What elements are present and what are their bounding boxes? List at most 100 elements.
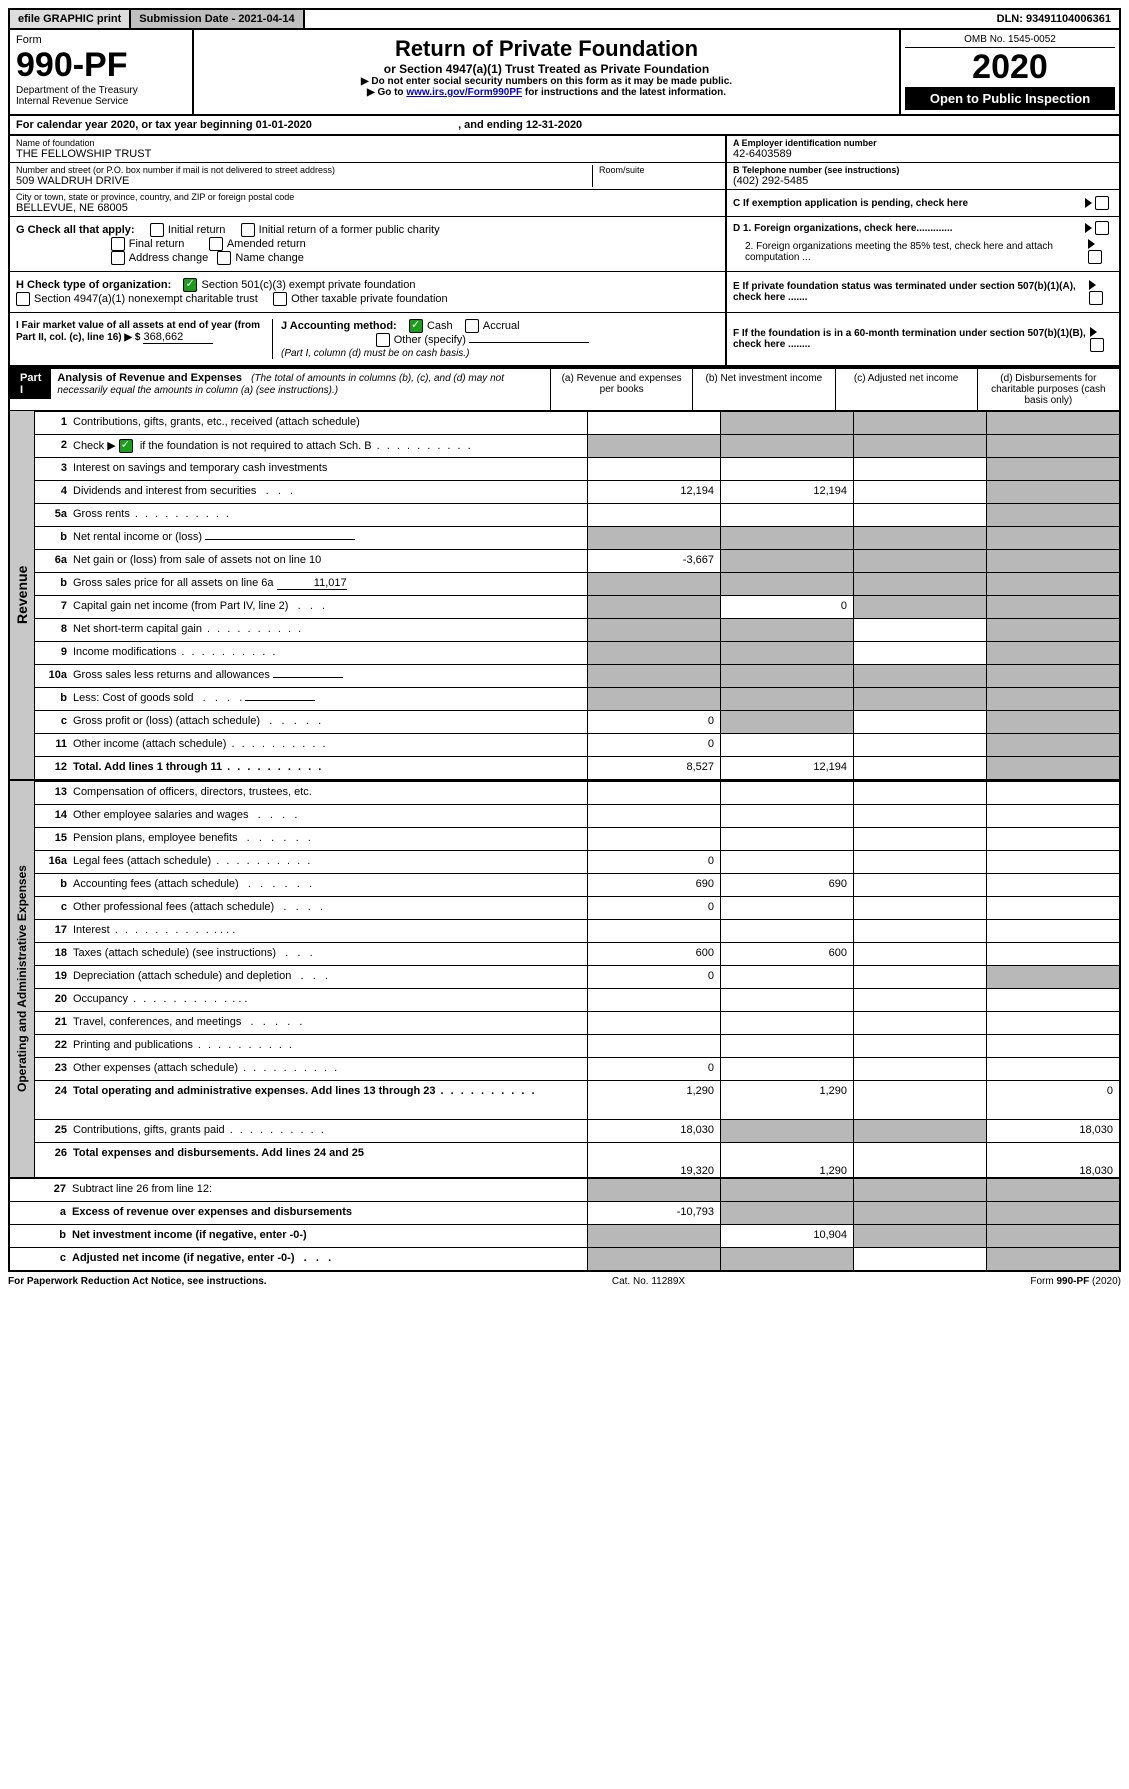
line-num: 1 [35, 412, 73, 434]
table-row: 9Income modifications [35, 641, 1119, 664]
line-desc: Net short-term capital gain [73, 619, 587, 641]
line-desc: Accounting fees (attach schedule) . . . … [73, 874, 587, 896]
g-address-cb[interactable] [111, 251, 125, 265]
line-num: 17 [35, 920, 73, 942]
line-desc: Contributions, gifts, grants paid [73, 1120, 587, 1142]
g-initial-former-cb[interactable] [241, 223, 255, 237]
table-row: bGross sales price for all assets on lin… [35, 572, 1119, 595]
j-cash-cb[interactable] [409, 319, 423, 333]
goto-post: for instructions and the latest informat… [525, 87, 726, 98]
line-num: 24 [35, 1081, 73, 1119]
header-left: Form 990-PF Department of the Treasury I… [10, 30, 194, 114]
table-row: 21Travel, conferences, and meetings . . … [35, 1011, 1119, 1034]
cal-end: 12-31-2020 [526, 119, 582, 131]
line-desc: Other professional fees (attach schedule… [73, 897, 587, 919]
goto-line: ▶ Go to www.irs.gov/Form990PF for instru… [200, 87, 893, 98]
h-4947-cb[interactable] [16, 292, 30, 306]
addr-tel-row: Number and street (or P.O. box number if… [8, 163, 1121, 190]
line-num: 18 [35, 943, 73, 965]
line-desc: Net gain or (loss) from sale of assets n… [73, 550, 587, 572]
table-row: 25Contributions, gifts, grants paid18,03… [35, 1119, 1119, 1142]
table-row: 8Net short-term capital gain [35, 618, 1119, 641]
schb-checkbox[interactable] [119, 439, 133, 453]
line-num: 2 [35, 435, 73, 457]
cell-value: 11,017 [277, 577, 347, 590]
table-row: 2Check ▶ if the foundation is not requir… [35, 434, 1119, 457]
cell-value: 690 [587, 874, 720, 896]
line-num: 12 [35, 757, 73, 779]
cell-value: 600 [720, 943, 853, 965]
j-other-cb[interactable] [376, 333, 390, 347]
table-row: 1Contributions, gifts, grants, etc., rec… [35, 411, 1119, 434]
ein-value: 42-6403589 [733, 148, 1113, 160]
line-num: 5a [35, 504, 73, 526]
h-o2: Section 4947(a)(1) nonexempt charitable … [34, 293, 258, 305]
cell-value: 1,290 [720, 1081, 853, 1119]
irs-link[interactable]: www.irs.gov/Form990PF [406, 87, 522, 98]
table-row: 18Taxes (attach schedule) (see instructi… [35, 942, 1119, 965]
tax-year: 2020 [905, 48, 1115, 87]
g-d-row: G Check all that apply: Initial return I… [8, 217, 1121, 272]
g-o2: Initial return of a former public charit… [259, 224, 440, 236]
h-501c3-cb[interactable] [183, 278, 197, 292]
table-row: 22Printing and publications [35, 1034, 1119, 1057]
d1-checkbox[interactable] [1095, 221, 1109, 235]
table-row: 5aGross rents [35, 503, 1119, 526]
cell-value: 690 [720, 874, 853, 896]
line-desc: Net investment income (if negative, ente… [72, 1225, 587, 1247]
line-desc: Compensation of officers, directors, tru… [73, 782, 587, 804]
j-accrual: Accrual [483, 320, 520, 332]
line-num: 26 [35, 1143, 73, 1177]
line-desc: Gross sales less returns and allowances [73, 665, 587, 687]
line-num: c [35, 711, 73, 733]
g-final-cb[interactable] [111, 237, 125, 251]
f-section: F If the foundation is in a 60-month ter… [725, 313, 1119, 365]
line-desc: Gross sales price for all assets on line… [73, 573, 587, 595]
j-accrual-cb[interactable] [465, 319, 479, 333]
line-num: 20 [35, 989, 73, 1011]
efile-button[interactable]: efile GRAPHIC print [10, 10, 131, 28]
d2-checkbox[interactable] [1088, 250, 1102, 264]
line-desc: Other employee salaries and wages . . . … [73, 805, 587, 827]
f-checkbox[interactable] [1090, 338, 1104, 352]
line-desc: Occupancy . . . [73, 989, 587, 1011]
col-d-hdr: (d) Disbursements for charitable purpose… [977, 369, 1119, 410]
form-title: Return of Private Foundation [200, 36, 893, 62]
e-checkbox[interactable] [1089, 291, 1103, 305]
cell-value: 0 [587, 1058, 720, 1080]
h-o3: Other taxable private foundation [291, 293, 448, 305]
line-num: 15 [35, 828, 73, 850]
top-bar: efile GRAPHIC print Submission Date - 20… [8, 8, 1121, 30]
cell-value: -10,793 [587, 1202, 720, 1224]
g-o3: Final return [129, 238, 185, 250]
c-checkbox[interactable] [1095, 196, 1109, 210]
line-num: 9 [35, 642, 73, 664]
line-num: 11 [35, 734, 73, 756]
line-desc: Check ▶ if the foundation is not require… [73, 435, 587, 457]
table-row: 6aNet gain or (loss) from sale of assets… [35, 549, 1119, 572]
table-row: cAdjusted net income (if negative, enter… [10, 1247, 1119, 1270]
g-section: G Check all that apply: Initial return I… [10, 217, 725, 271]
g-initial-cb[interactable] [150, 223, 164, 237]
h-other-cb[interactable] [273, 292, 287, 306]
d1-label: D 1. Foreign organizations, check here..… [733, 223, 953, 234]
line-desc: Printing and publications [73, 1035, 587, 1057]
omb-number: OMB No. 1545-0052 [905, 34, 1115, 48]
line-num: 25 [35, 1120, 73, 1142]
table-row: 11Other income (attach schedule)0 [35, 733, 1119, 756]
room-label: Room/suite [599, 165, 719, 175]
table-row: 4Dividends and interest from securities … [35, 480, 1119, 503]
g-name-cb[interactable] [217, 251, 231, 265]
i-value: 368,662 [143, 331, 213, 344]
line-desc: Dividends and interest from securities .… [73, 481, 587, 503]
cell-value: 0 [587, 897, 720, 919]
cell-value: 0 [587, 734, 720, 756]
g-amended-cb[interactable] [209, 237, 223, 251]
cal-begin: 01-01-2020 [256, 119, 312, 131]
cell-value: 12,194 [587, 481, 720, 503]
addr-value: 509 WALDRUH DRIVE [16, 175, 592, 187]
j-label: J Accounting method: [281, 320, 397, 332]
j-cash: Cash [427, 320, 453, 332]
line-num: 3 [35, 458, 73, 480]
table-row: aExcess of revenue over expenses and dis… [10, 1201, 1119, 1224]
